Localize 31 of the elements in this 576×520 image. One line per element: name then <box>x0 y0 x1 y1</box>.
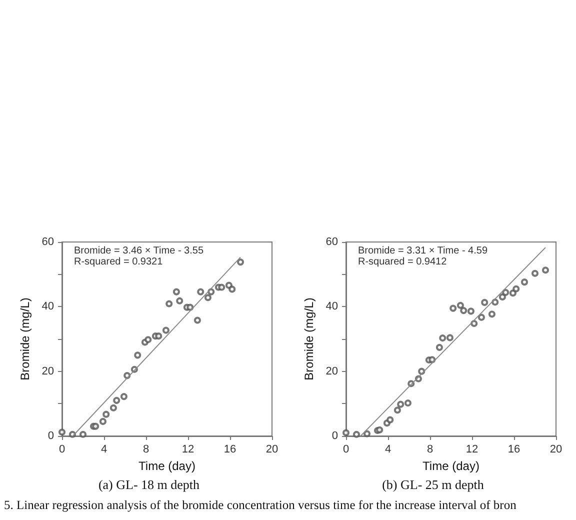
y-tick-label: 0 <box>332 430 338 442</box>
x-tick-label: 0 <box>58 444 66 456</box>
x-tick-label: 4 <box>100 444 108 456</box>
x-tick-label: 8 <box>426 444 434 456</box>
x-axis-title: Time (day) <box>138 458 196 473</box>
x-tick-label: 20 <box>550 444 562 456</box>
x-tick-label: 16 <box>508 444 520 456</box>
text: (a) GL- 18 m depth <box>98 477 200 492</box>
annotation: R-squared = 0.9412 <box>358 256 448 268</box>
x-tick-label: 8 <box>142 444 150 456</box>
x-tick-label: 0 <box>342 444 350 456</box>
y-tick-label: 20 <box>326 365 338 378</box>
text: (b) GL- 25 m depth <box>382 477 484 492</box>
x-tick-label: 16 <box>224 444 236 456</box>
y-axis-title: Bromide (mg/L) <box>302 298 316 380</box>
y-tick-label: 20 <box>42 365 54 378</box>
annotation: Bromide = 3.31 × Time - 4.59 <box>358 246 488 256</box>
x-tick-label: 12 <box>466 444 478 456</box>
annotation: R-squared = 0.9321 <box>74 256 164 268</box>
x-tick-label: 12 <box>182 444 194 456</box>
x-tick-label: 20 <box>266 444 278 456</box>
y-tick-label: 0 <box>48 430 54 442</box>
y-tick-label: 40 <box>326 300 338 313</box>
y-axis-title: Bromide (mg/L) <box>18 298 32 380</box>
x-axis-title: Time (day) <box>422 458 480 473</box>
y-tick-label: 40 <box>42 300 54 313</box>
y-tick-label: 60 <box>326 236 338 248</box>
annotation: Bromide = 3.46 × Time - 3.55 <box>74 246 204 256</box>
text: 5. Linear regression analysis of the bromide concentration versus time for the increase interval of bron <box>4 498 516 513</box>
x-tick-label: 4 <box>384 444 392 456</box>
y-tick-label: 60 <box>42 236 54 248</box>
